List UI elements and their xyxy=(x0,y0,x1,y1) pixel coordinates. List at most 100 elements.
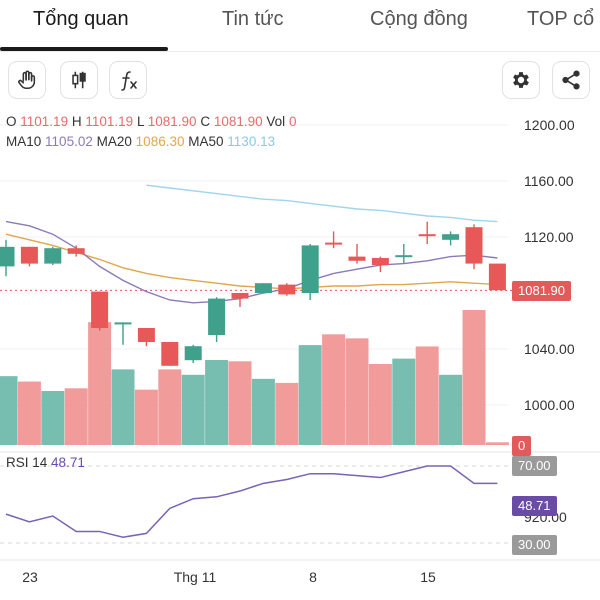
candle-body xyxy=(325,242,343,245)
volume-bar xyxy=(275,382,299,445)
candle-body xyxy=(371,258,389,265)
moving-averages xyxy=(5,184,498,304)
volume-bar xyxy=(64,388,88,445)
time-axis-label: 23 xyxy=(22,569,38,585)
time-axis-label: Thg 11 xyxy=(174,569,217,585)
candle-body xyxy=(184,346,202,361)
volume-bar xyxy=(368,364,392,445)
candle xyxy=(161,342,179,366)
candle xyxy=(231,293,249,307)
high-label: H xyxy=(71,114,82,129)
candle xyxy=(0,239,15,277)
open-value: 1101.19 xyxy=(20,114,69,129)
volume-bar xyxy=(111,369,135,445)
active-tab-indicator xyxy=(0,47,168,51)
volume-bars xyxy=(0,310,509,445)
indicators-button[interactable] xyxy=(109,61,147,99)
high-value: 1101.19 xyxy=(85,114,134,129)
volume-bar xyxy=(485,442,509,445)
ma50-value: 1130.13 xyxy=(227,134,276,149)
close-value: 1081.90 xyxy=(213,114,263,129)
ma10-line xyxy=(5,220,498,304)
candle-body xyxy=(231,293,249,299)
candle-body xyxy=(488,263,506,291)
hand-tool-button[interactable] xyxy=(8,61,46,99)
time-axis-label: 15 xyxy=(420,569,436,585)
volume-bar xyxy=(298,345,322,445)
candle xyxy=(371,256,389,272)
candle-body xyxy=(20,246,38,264)
candle-body xyxy=(67,248,85,254)
price-axis-label: 1040.00 xyxy=(524,341,575,357)
ma20-value: 1086.30 xyxy=(135,134,185,149)
ohlc-legend: O 1101.19 H 1101.19 L 1081.90 C 1081.90 … xyxy=(6,114,296,129)
candle xyxy=(44,246,62,265)
ma10-value: 1105.02 xyxy=(45,134,93,149)
rsi-value: 48.71 xyxy=(51,455,85,470)
volume-bar xyxy=(0,376,18,445)
volume-bar xyxy=(415,346,439,445)
candle xyxy=(418,221,436,244)
price-chart[interactable]: 1200.001160.001120.001040.001000.00920.0… xyxy=(0,104,600,600)
volume-bar xyxy=(322,334,346,445)
candle xyxy=(465,224,483,270)
candle-body xyxy=(0,246,15,267)
candlestick-type-button[interactable] xyxy=(60,61,98,99)
candle-body xyxy=(254,283,272,293)
candle-body xyxy=(114,322,132,325)
candle xyxy=(348,244,366,264)
volume-bar xyxy=(439,374,463,445)
ma20-line xyxy=(5,233,498,290)
candle xyxy=(91,291,109,331)
candle xyxy=(114,322,132,345)
candle-body xyxy=(278,284,296,295)
tab-overview[interactable]: Tổng quan xyxy=(33,8,129,30)
tab-news[interactable]: Tin tức xyxy=(222,8,284,30)
candle xyxy=(20,246,38,267)
volume-bar xyxy=(88,322,112,445)
share-button[interactable] xyxy=(552,61,590,99)
candle-body xyxy=(395,255,413,258)
low-label: L xyxy=(136,114,144,129)
settings-icon xyxy=(513,72,529,88)
volume-bar xyxy=(134,389,158,445)
candle-body xyxy=(465,227,483,264)
candle xyxy=(442,231,460,246)
function-icon xyxy=(121,71,137,91)
candle-body xyxy=(442,234,460,240)
volume-bar xyxy=(205,359,229,445)
tab-community[interactable]: Cộng đồng xyxy=(370,8,468,30)
rsi-upper-tag: 70.00 xyxy=(512,456,557,476)
rsi-current-tag: 48.71 xyxy=(512,496,557,516)
candle-body xyxy=(161,342,179,366)
volume-bar xyxy=(181,374,205,445)
tab-top-stocks[interactable]: TOP cổ xyxy=(527,8,595,30)
rsi-legend: RSI 14 48.71 xyxy=(6,455,85,470)
rsi-lower-tag: 30.00 xyxy=(512,535,557,555)
volume-bar xyxy=(17,381,41,445)
settings-button[interactable] xyxy=(502,61,540,99)
price-axis-label: 1200.00 xyxy=(524,117,575,133)
hand-icon xyxy=(18,70,36,90)
rsi-panel xyxy=(0,451,600,561)
low-value: 1081.90 xyxy=(147,114,197,129)
rsi-line xyxy=(5,465,498,538)
volume-bar xyxy=(41,391,65,445)
candle xyxy=(488,263,506,291)
candlestick-icon xyxy=(72,71,86,89)
candle xyxy=(254,283,272,293)
candle xyxy=(208,297,226,342)
candle-body xyxy=(301,245,319,293)
close-label: C xyxy=(200,114,211,129)
volume-label: Vol xyxy=(266,114,286,129)
candle-body xyxy=(137,328,155,342)
volume-bar xyxy=(158,369,182,445)
candle xyxy=(278,283,296,296)
ma-legend: MA10 1105.02 MA20 1086.30 MA50 1130.13 xyxy=(6,134,275,149)
ma10-label: MA10 xyxy=(6,134,42,149)
candle-body xyxy=(91,291,109,328)
volume-bar xyxy=(462,310,486,445)
candle xyxy=(137,328,155,347)
volume-bar xyxy=(251,378,275,445)
tab-bar: Tổng quan Tin tức Cộng đồng TOP cổ xyxy=(0,0,600,52)
